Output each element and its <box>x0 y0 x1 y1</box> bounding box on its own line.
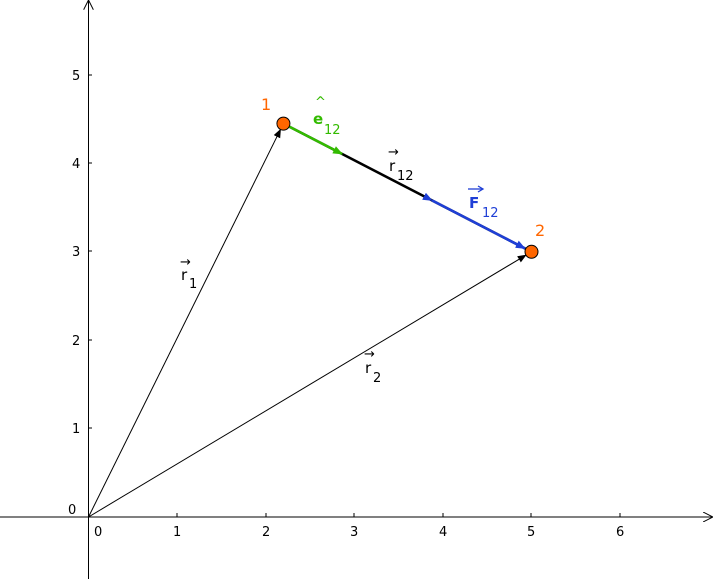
label-e12: ^ e 12 <box>313 95 341 138</box>
x-tick-marks <box>176 513 621 517</box>
y-tick-marks <box>88 74 92 429</box>
label-r1: → r 1 <box>180 255 197 292</box>
y-tick-labels: 0 1 2 3 4 5 <box>68 69 80 518</box>
point-2-label: 2 <box>535 221 545 240</box>
x-tick-label: 6 <box>616 525 624 540</box>
label-r2: → r 2 <box>364 347 381 386</box>
label-r12-symbol: r <box>389 157 396 175</box>
arrow-accent: → <box>388 145 399 160</box>
hat-accent: ^ <box>315 95 326 110</box>
label-F12-subscript: 12 <box>482 206 499 221</box>
label-r1-symbol: r <box>181 266 188 284</box>
arrow-accent-head <box>477 185 485 193</box>
x-tick-label: 0 <box>94 525 102 540</box>
unit-vector-e12 <box>282 122 343 156</box>
x-tick-label: 1 <box>173 525 181 540</box>
x-tick-label: 2 <box>262 525 270 540</box>
label-e12-symbol: e <box>313 110 323 128</box>
vector-r1 <box>88 128 281 518</box>
label-r1-subscript: 1 <box>189 277 197 292</box>
vector-r2 <box>88 254 527 518</box>
x-tick-labels: 0 1 2 3 4 5 6 <box>94 525 624 540</box>
label-e12-subscript: 12 <box>324 123 341 138</box>
label-F12-symbol: F <box>469 194 479 212</box>
arrow-accent: → <box>180 255 191 270</box>
label-r12-subscript: 12 <box>397 169 414 184</box>
y-tick-label: 5 <box>72 69 80 84</box>
y-tick-label: 2 <box>72 334 80 349</box>
point-1-label: 1 <box>261 95 271 114</box>
label-r2-symbol: r <box>365 359 372 377</box>
y-tick-label: 3 <box>72 245 80 260</box>
y-tick-label: 0 <box>68 503 76 518</box>
force-vector-F12-head <box>504 236 526 250</box>
x-tick-label: 3 <box>350 525 358 540</box>
x-tick-label: 4 <box>439 525 447 540</box>
point-2 <box>524 244 539 259</box>
y-tick-label: 4 <box>72 157 80 172</box>
y-tick-label: 1 <box>72 422 80 437</box>
point-1 <box>276 116 291 131</box>
label-r12: → r 12 <box>388 145 414 184</box>
label-r2-subscript: 2 <box>373 371 381 386</box>
arrow-accent: → <box>364 347 375 362</box>
x-tick-label: 5 <box>527 525 535 540</box>
label-F12: F 12 <box>468 185 499 221</box>
